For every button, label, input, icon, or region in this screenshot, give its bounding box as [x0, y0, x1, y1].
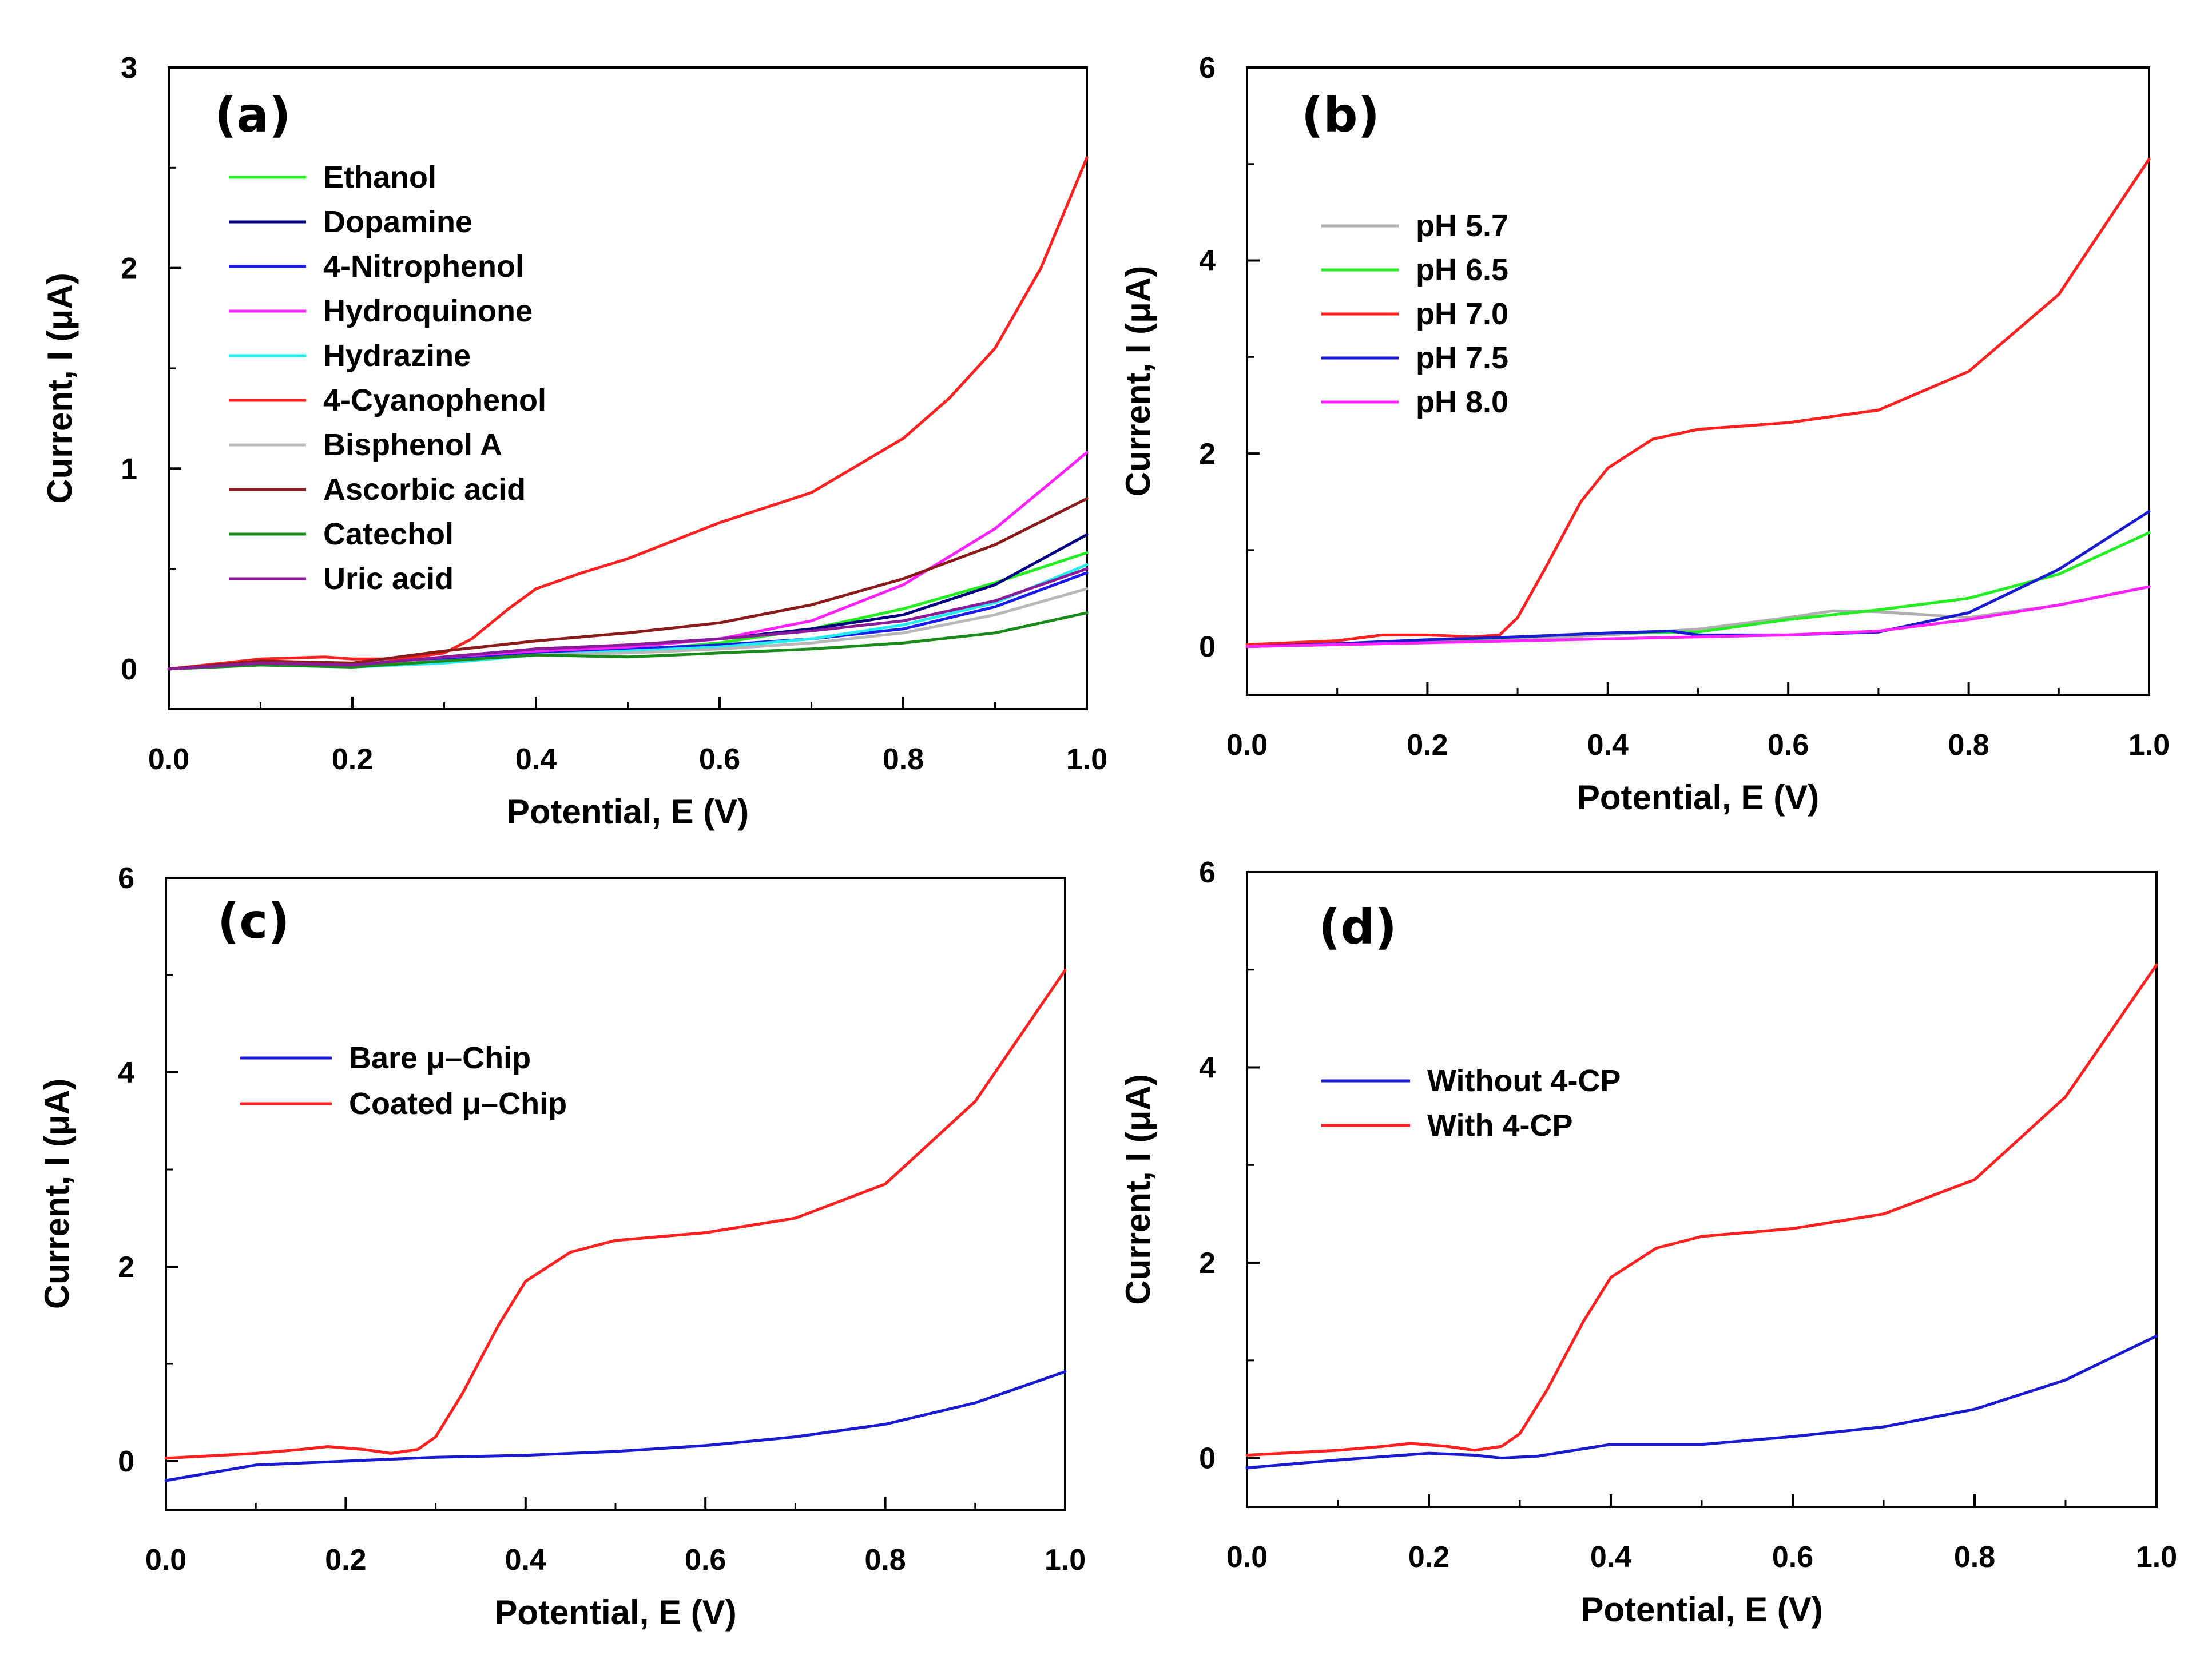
x-tick-label: 1.0	[1066, 743, 1107, 776]
y-tick-label: 0	[1199, 1442, 1216, 1475]
x-tick-label: 1.0	[1045, 1543, 1086, 1577]
chart-panel-a: 0.0 0.2 0.4 0.6 0.8 1.0 0 1 2 3 Potential, E (V) Cu…	[41, 51, 1107, 831]
x-tick-label: 0.2	[325, 1543, 366, 1577]
y-tick-label: 1	[121, 452, 137, 486]
series-line	[1245, 1334, 2158, 1470]
y-tick-label: 4	[1199, 245, 1216, 278]
x-tick-label: 0.4	[1587, 729, 1629, 762]
series-line	[164, 969, 1067, 1460]
y-axis-label: Current, I (μA)	[41, 273, 79, 503]
legend-label: pH 8.0	[1416, 385, 1508, 419]
legend: Without 4-CP With 4-CP	[1321, 1064, 1621, 1143]
series-line	[1245, 510, 2151, 649]
series-line	[1245, 963, 2158, 1457]
y-tick-label: 0	[118, 1445, 134, 1478]
x-tick-label: 0.0	[1226, 1541, 1268, 1574]
x-tick-label: 0.8	[864, 1543, 906, 1577]
y-axis-label: Current, I (μA)	[38, 1079, 76, 1309]
legend-label: pH 7.0	[1416, 297, 1508, 331]
series-line	[167, 611, 1089, 671]
series-line	[164, 1370, 1067, 1482]
legend-label: pH 7.5	[1416, 341, 1508, 375]
panel-label: (d)	[1319, 899, 1397, 955]
y-tick-label: 2	[1199, 437, 1216, 471]
x-tick-label: 0.4	[515, 743, 557, 776]
series-line	[1245, 157, 2151, 646]
legend-label: Dopamine	[323, 205, 472, 239]
x-tick-label: 0.0	[148, 743, 189, 776]
series-line	[167, 156, 1089, 671]
x-tick-label: 0.8	[1948, 729, 1989, 762]
x-tick-label: 0.0	[145, 1543, 186, 1577]
y-tick-label: 0	[1199, 631, 1216, 664]
x-tick-label: 0.6	[1772, 1541, 1813, 1574]
chart-panel-c: 0.0 0.2 0.4 0.6 0.8 1.0 0 2 4 6 Potential, E (V) Cu…	[38, 862, 1086, 1632]
x-tick-label: 0.2	[1408, 1541, 1449, 1574]
x-tick-label: 0.2	[1407, 729, 1448, 762]
x-axis-label: Potential, E (V)	[494, 1593, 736, 1632]
y-tick-label: 4	[1199, 1052, 1216, 1085]
chart-panel-b: 0.0 0.2 0.4 0.6 0.8 1.0 0 2 4 6 Potential, E (V) Cu…	[1119, 51, 2170, 817]
y-tick-label: 4	[118, 1056, 134, 1089]
legend: pH 5.7 pH 6.5 pH 7.0 pH 7.5 pH 8.0	[1321, 209, 1508, 419]
x-tick-label: 0.8	[883, 743, 924, 776]
y-tick-label: 6	[118, 862, 134, 895]
x-tick-label: 0.8	[1954, 1541, 1995, 1574]
y-tick-label: 3	[121, 51, 137, 85]
y-tick-label: 6	[1199, 856, 1216, 889]
x-tick-label: 1.0	[2136, 1541, 2177, 1574]
chart-panel-d: 0.0 0.2 0.4 0.6 0.8 1.0 0 2 4 6 Potential, E (V) Cu…	[1119, 856, 2177, 1629]
legend-label: Without 4-CP	[1427, 1064, 1621, 1098]
legend-label: Uric acid	[323, 562, 454, 596]
legend-label: With 4-CP	[1427, 1108, 1573, 1143]
x-tick-label: 0.6	[685, 1543, 726, 1577]
x-tick-label: 0.0	[1226, 729, 1268, 762]
x-tick-label: 0.4	[1590, 1541, 1631, 1574]
legend-label: 4-Cyanophenol	[323, 383, 546, 417]
legend-label: pH 5.7	[1416, 209, 1508, 243]
legend-label: Ascorbic acid	[323, 472, 526, 507]
y-tick-label: 6	[1199, 51, 1216, 85]
panel-label: (a)	[215, 87, 291, 143]
panel-label: (c)	[217, 893, 290, 949]
series-line	[167, 497, 1089, 671]
series-line	[167, 567, 1089, 671]
legend-label: 4-Nitrophenol	[323, 249, 524, 284]
x-tick-label: 0.2	[332, 743, 373, 776]
legend-label: Coated μ–Chip	[349, 1087, 567, 1121]
legend-label: Ethanol	[323, 160, 436, 194]
x-tick-label: 1.0	[2128, 729, 2170, 762]
x-axis-label: Potential, E (V)	[507, 793, 749, 831]
legend-label: Hydrazine	[323, 339, 471, 373]
panels-group: 0.0 0.2 0.4 0.6 0.8 1.0 0 1 2 3 Potential, E (V) Cu…	[38, 51, 2177, 1632]
legend-label: Hydroquinone	[323, 294, 533, 328]
y-tick-label: 0	[121, 653, 137, 686]
series-line	[1245, 585, 2151, 649]
legend-label: Bare μ–Chip	[349, 1041, 531, 1075]
y-tick-label: 2	[118, 1251, 134, 1284]
panel-label: (b)	[1301, 87, 1380, 143]
x-tick-label: 0.6	[699, 743, 740, 776]
x-axis-label: Potential, E (V)	[1577, 778, 1819, 817]
legend-label: pH 6.5	[1416, 253, 1508, 287]
x-axis-label: Potential, E (V)	[1580, 1590, 1822, 1629]
legend: Bare μ–Chip Coated μ–Chip	[240, 1041, 567, 1121]
y-axis-label: Current, I (μA)	[1119, 266, 1157, 496]
y-tick-label: 2	[1199, 1247, 1216, 1280]
x-tick-label: 0.6	[1768, 729, 1809, 762]
y-axis-label: Current, I (μA)	[1119, 1074, 1157, 1304]
legend-label: Bisphenol A	[323, 428, 502, 462]
legend: Ethanol Dopamine 4-Nitrophenol Hydroquinone…	[229, 160, 546, 596]
y-tick-label: 2	[121, 252, 137, 285]
x-tick-label: 0.4	[505, 1543, 546, 1577]
legend-label: Catechol	[323, 517, 454, 551]
